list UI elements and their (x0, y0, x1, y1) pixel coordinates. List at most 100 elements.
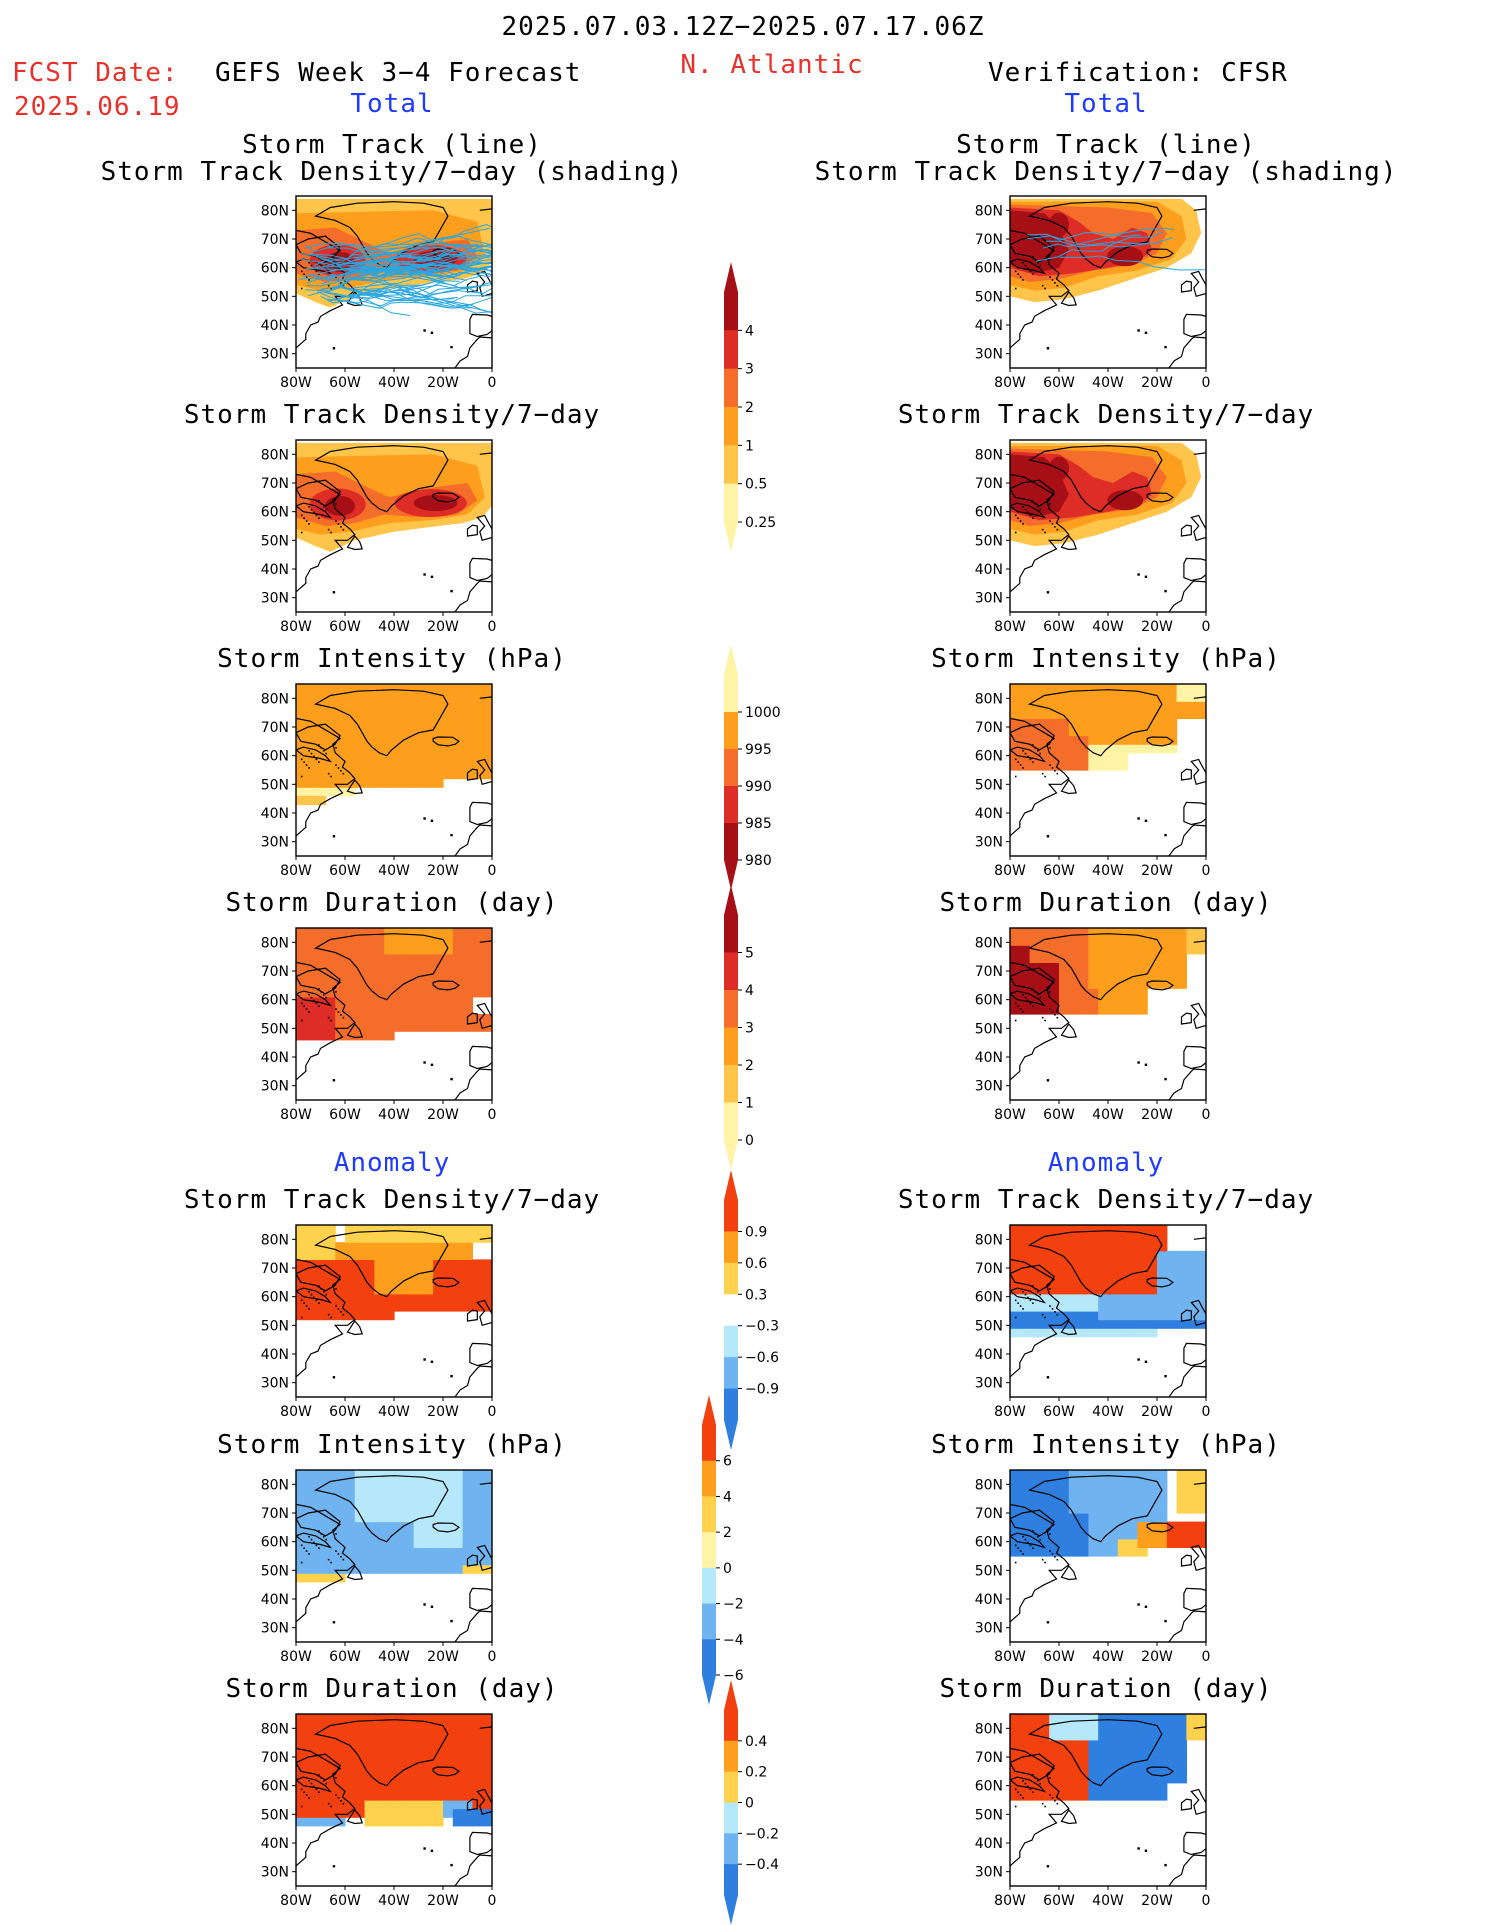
coast-speck (1014, 514, 1017, 517)
grid-cell (1147, 1319, 1158, 1329)
grid-cell (335, 1757, 346, 1767)
grid-cell (374, 928, 385, 938)
coast-svalbard (479, 208, 492, 211)
grid-cell (394, 936, 405, 946)
coast-newfoundland (1060, 290, 1078, 307)
grid-cell (433, 988, 444, 998)
coast-svalbard (1193, 696, 1206, 699)
coast-speck (1022, 523, 1024, 525)
grid-cell (384, 1250, 395, 1260)
lat-label: 50N (975, 777, 1003, 793)
coast-speck (337, 1797, 340, 1799)
grid-cell (1117, 1757, 1129, 1767)
grid-cell (443, 1800, 454, 1810)
grid-cell (325, 1487, 336, 1497)
grid-cell (1019, 1478, 1031, 1488)
grid-cell (394, 1014, 405, 1024)
lon-label: 0 (488, 1107, 497, 1122)
grid-cell (413, 1731, 424, 1741)
grid-cell (1147, 928, 1158, 938)
grid-cell (1127, 692, 1138, 702)
grid-cell (305, 1765, 317, 1775)
lon-label: 40W (1092, 1649, 1124, 1664)
grid-cell (1157, 727, 1168, 737)
grid-cell (1049, 1748, 1060, 1758)
grid-cell (1108, 1328, 1119, 1338)
grid-cell (423, 1808, 434, 1818)
grid-cell (1039, 1782, 1050, 1792)
grid-cell (1010, 1538, 1021, 1548)
grid-cell (403, 1005, 415, 1015)
lon-label: 80W (994, 1649, 1026, 1664)
grid-cell (384, 1495, 395, 1505)
grid-cell (374, 953, 385, 963)
grid-cell (1176, 953, 1187, 963)
lat-label: 30N (975, 347, 1003, 363)
grid-cell (1108, 1242, 1119, 1252)
grid-cell (296, 988, 307, 998)
coast-speck (318, 1547, 320, 1549)
grid-cell (462, 1774, 473, 1784)
lat-label: 80N (975, 447, 1003, 463)
grid-cell (472, 1470, 483, 1480)
storm-track-line (305, 269, 413, 292)
grid-cell (1098, 1250, 1109, 1260)
lat-label: 70N (261, 1506, 289, 1522)
coast-speck (1049, 747, 1051, 749)
lat-label: 50N (261, 289, 289, 305)
grid-cell (452, 1731, 464, 1741)
panel-title-intensity-right: Storm Intensity (hPa) (931, 644, 1281, 674)
grid-cell (423, 953, 434, 963)
coast-baffin (296, 967, 341, 995)
grid-cell (1127, 1547, 1138, 1557)
colorbar-label: 2 (723, 1525, 732, 1541)
grid-cell (384, 1739, 395, 1749)
grid-cell (1029, 1470, 1040, 1480)
grid-cell (1078, 1293, 1089, 1303)
grid-cell (1157, 1242, 1168, 1252)
grid-cell (1108, 1268, 1119, 1278)
map-shading (296, 1714, 492, 1886)
coast-speck (308, 261, 310, 264)
grid-cell (1088, 1521, 1099, 1531)
coast-svalbard (1193, 208, 1206, 211)
grid-cell (1098, 953, 1109, 963)
grid-cell (1196, 1302, 1206, 1312)
lon-label: 80W (994, 619, 1026, 634)
grid-cell (1029, 727, 1040, 737)
grid-cell (1127, 1225, 1138, 1235)
grid-cell (305, 1268, 317, 1278)
grid-cell (384, 778, 395, 788)
grid-cell (1088, 1242, 1099, 1252)
grid-cell (1186, 1285, 1197, 1295)
grid-cell (354, 1250, 366, 1260)
grid-cell (1088, 701, 1099, 711)
grid-cell (1147, 1530, 1158, 1540)
grid-cell (296, 1521, 307, 1531)
grid-cell (452, 1022, 464, 1032)
grid-cell (1196, 1470, 1206, 1480)
map-shading (1010, 442, 1206, 612)
grid-cell (374, 971, 385, 981)
coast-speck (1027, 511, 1029, 514)
grid-cell (1049, 962, 1060, 972)
grid-cell (1157, 1521, 1168, 1531)
grid-cell (1108, 752, 1119, 762)
grid-cell (1078, 996, 1089, 1006)
colorbar-swatch (724, 952, 738, 991)
grid-cell (354, 1259, 366, 1269)
grid-cell (1039, 744, 1050, 754)
coast-greenland (1027, 689, 1163, 757)
grid-cell (433, 1487, 444, 1497)
coast-speck (1044, 531, 1046, 534)
coast-speck (1054, 1311, 1056, 1313)
grid-cell (1019, 1250, 1031, 1260)
grid-cell (452, 770, 464, 780)
grid-cell (1196, 928, 1206, 938)
coast-speck (305, 1794, 308, 1796)
grid-cell (384, 1530, 395, 1540)
coast-speck (303, 273, 305, 275)
grid-cell (1117, 1250, 1129, 1260)
grid-cell (345, 1285, 356, 1295)
grid-cell (482, 1757, 492, 1767)
